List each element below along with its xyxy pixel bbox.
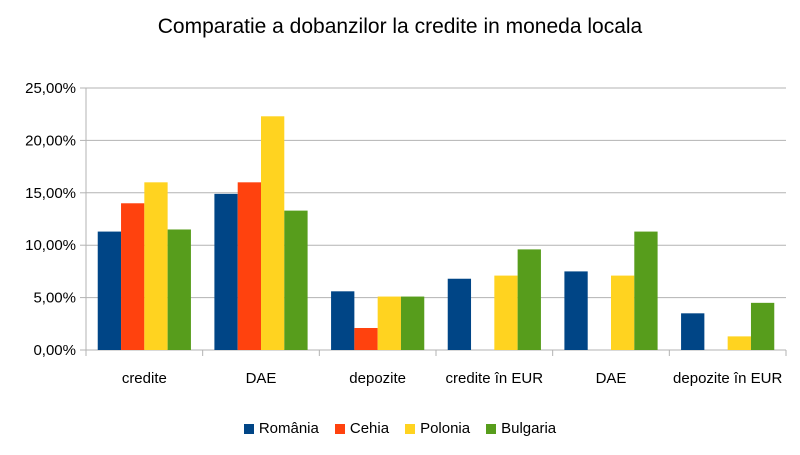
legend-label: Polonia [420, 420, 471, 437]
x-tick-label: depozite [349, 370, 406, 387]
legend-swatch [334, 423, 345, 434]
legend-label: România [258, 420, 319, 437]
y-tick-label: 15,00% [25, 185, 76, 202]
bar-bulgaria [167, 229, 191, 350]
x-tick-label: depozite în EUR [673, 370, 782, 387]
legend-swatch [405, 423, 416, 434]
bar-polonia [144, 182, 168, 350]
x-tick-label: DAE [246, 370, 277, 387]
legend: România Cehia Polonia Bulgaria [0, 420, 800, 437]
bar-românia [681, 313, 705, 350]
legend-item: Bulgaria [486, 420, 556, 437]
bar-bulgaria [284, 210, 308, 350]
bar-românia [447, 278, 472, 350]
y-tick-label: 5,00% [33, 290, 76, 307]
bar-bulgaria [517, 249, 541, 350]
legend-item: Cehia [334, 420, 390, 437]
legend-item: România [243, 420, 319, 437]
bar-românia [97, 231, 122, 350]
bar-polonia [261, 116, 285, 351]
bar-polonia [377, 296, 401, 350]
legend-label: Bulgaria [501, 420, 557, 437]
bar-polonia [494, 275, 518, 350]
legend-item: Polonia [405, 420, 470, 437]
y-tick-label: 10,00% [25, 237, 76, 254]
bar-cehia [237, 182, 261, 350]
legend-swatch [243, 423, 254, 434]
bar-românia [214, 193, 238, 350]
bar-românia [564, 271, 588, 350]
y-tick-label: 20,00% [25, 132, 76, 149]
chart-title: Comparatie a dobanzilor la credite in mo… [157, 15, 643, 38]
bar-bulgaria [400, 296, 425, 350]
x-tick-label: credite în EUR [446, 370, 544, 387]
legend-swatch [486, 423, 497, 434]
y-tick-label: 0,00% [33, 342, 76, 359]
bar-românia [331, 291, 355, 350]
x-tick-label: DAE [596, 370, 627, 387]
x-tick-label: credite [122, 370, 167, 387]
bar-bulgaria [634, 231, 658, 350]
bar-cehia [354, 327, 378, 350]
bar-polonia [611, 275, 635, 350]
legend-label: Cehia [349, 420, 390, 437]
y-tick-label: 25,00% [25, 80, 76, 97]
bar-bulgaria [750, 302, 775, 350]
bar-polonia [727, 336, 751, 350]
bar-cehia [121, 203, 145, 350]
